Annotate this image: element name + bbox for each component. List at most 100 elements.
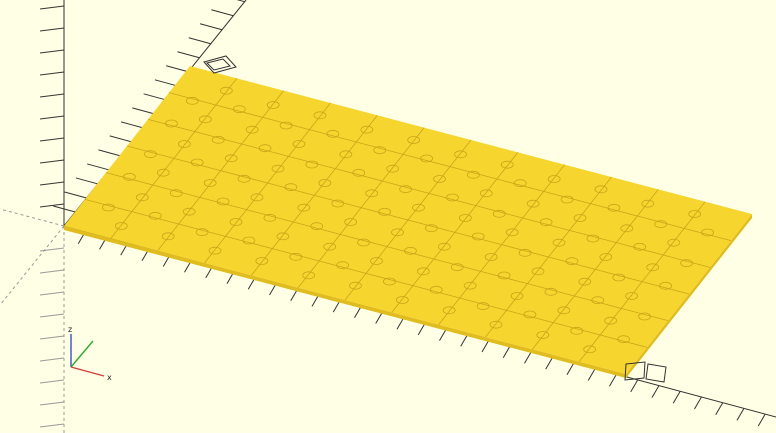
piece-edge	[365, 272, 413, 287]
z-axis-tick	[39, 93, 65, 98]
x-axis-tick	[481, 339, 490, 353]
piece-knob	[701, 228, 714, 237]
piece-edge	[459, 271, 481, 299]
piece-edge	[293, 195, 315, 223]
piece-knob	[578, 277, 592, 286]
piece-knob	[190, 158, 204, 167]
z-axis-tick	[39, 423, 65, 428]
puzzle-piece-lines	[84, 78, 732, 362]
piece-knob	[425, 224, 438, 233]
x-axis-tick	[672, 391, 681, 404]
piece-edge	[506, 283, 528, 311]
piece-knob	[177, 140, 191, 148]
piece-edge	[412, 258, 435, 286]
piece-edge	[194, 131, 242, 145]
piece-knob	[688, 210, 702, 218]
z-axis-tick	[39, 269, 65, 274]
piece-knob	[617, 335, 630, 344]
piece-edge	[391, 285, 414, 313]
piece-knob	[552, 238, 566, 247]
piece-edge	[485, 310, 507, 338]
x-axis-negative	[0, 208, 65, 227]
y-axis-tick	[120, 121, 144, 129]
piece-edge	[381, 154, 404, 182]
piece-edge	[553, 322, 601, 336]
piece-knob	[336, 261, 349, 270]
piece-edge	[543, 164, 565, 192]
piece-knob	[198, 115, 212, 124]
piece-knob	[323, 242, 337, 251]
piece-edge	[616, 242, 664, 256]
gizmo-z-label: z	[68, 325, 72, 334]
piece-knob	[302, 271, 316, 280]
piece-knob	[135, 193, 149, 202]
x-axis-tick	[545, 356, 554, 370]
piece-edge	[402, 127, 425, 155]
piece-knob	[492, 209, 506, 218]
piece-edge	[335, 141, 357, 169]
piece-knob	[526, 199, 540, 208]
piece-edge	[318, 234, 341, 262]
piece-knob	[573, 214, 587, 222]
piece-knob	[467, 170, 480, 179]
piece-knob	[258, 144, 272, 153]
z-axis-tick	[39, 247, 65, 252]
piece-edge	[569, 229, 617, 244]
piece-knob	[148, 211, 162, 220]
x-axis-tick	[502, 345, 511, 358]
x-axis-tick	[524, 351, 532, 364]
piece-knob	[646, 263, 660, 272]
piece-knob	[591, 296, 605, 305]
piece-knob	[612, 273, 626, 282]
puzzle-plate-model[interactable]	[64, 66, 752, 378]
piece-edge	[496, 178, 544, 192]
piece-edge	[194, 104, 217, 132]
piece-edge	[454, 205, 477, 233]
x-axis-tick	[566, 362, 575, 376]
piece-knob	[292, 140, 306, 148]
piece-knob	[357, 238, 370, 247]
piece-knob	[360, 125, 374, 134]
piece-knob	[450, 263, 464, 272]
piece-knob	[255, 257, 269, 265]
piece-knob	[416, 267, 430, 276]
piece-knob	[318, 179, 332, 187]
piece-edge	[501, 217, 523, 245]
piece-knob	[237, 174, 251, 183]
x-axis-tick	[630, 379, 639, 393]
piece-edge	[522, 191, 544, 219]
piece-edge	[683, 201, 706, 229]
x-axis-tick	[587, 368, 596, 381]
piece-knob	[339, 150, 353, 159]
piece-knob	[412, 203, 425, 212]
piece-edge	[131, 211, 179, 225]
piece-edge	[599, 308, 622, 336]
piece-knob	[667, 238, 681, 247]
piece-knob	[604, 316, 618, 325]
piece-knob	[420, 154, 433, 163]
z-axis-tick	[39, 49, 65, 54]
piece-knob	[284, 183, 298, 192]
piece-knob	[547, 175, 561, 183]
y-axis-tick	[236, 0, 245, 3]
piece-edge	[241, 117, 263, 145]
piece-knob	[203, 179, 217, 187]
y-axis-tick	[75, 177, 99, 185]
piece-knob	[232, 105, 246, 114]
piece-edge	[215, 104, 263, 118]
piece-edge	[641, 254, 664, 282]
z-axis-tick	[39, 115, 65, 120]
x-axis-tick	[757, 413, 766, 427]
piece-edge	[267, 156, 289, 184]
piece-knob	[565, 257, 579, 266]
y-axis-tick	[53, 205, 76, 213]
piece-knob	[276, 232, 290, 241]
piece-knob	[211, 135, 225, 144]
piece-knob	[169, 189, 183, 198]
piece-knob	[476, 302, 490, 311]
piece-knob	[326, 129, 340, 138]
y-axis-tick	[211, 9, 234, 17]
x-axis-tick	[694, 396, 702, 410]
